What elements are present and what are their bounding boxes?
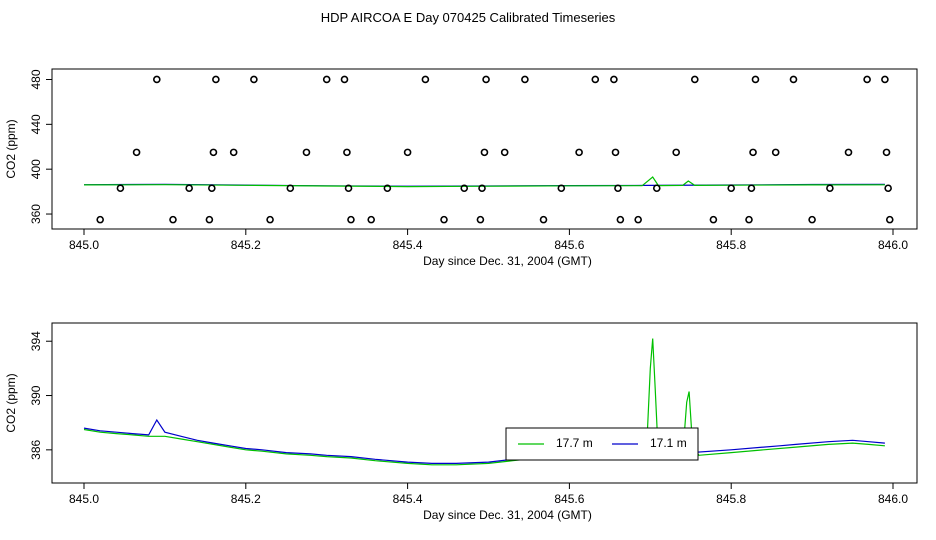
series-line-17-7-m	[83, 338, 885, 466]
data-point	[476, 215, 485, 224]
legend-label: 17.1 m	[650, 436, 687, 450]
x-tick-label: 845.6	[554, 238, 584, 252]
x-tick-label: 845.0	[69, 238, 99, 252]
x-tick-label: 845.2	[231, 492, 261, 506]
legend-label: 17.7 m	[556, 436, 593, 450]
data-point	[747, 184, 756, 193]
data-point	[383, 184, 392, 193]
y-tick-label: 394	[29, 331, 43, 351]
x-axis-label: Day since Dec. 31, 2004 (GMT)	[423, 254, 592, 268]
data-point	[808, 215, 816, 224]
data-point	[340, 75, 349, 84]
y-tick-label: 400	[29, 159, 43, 179]
data-point	[344, 184, 353, 193]
data-point	[652, 184, 661, 193]
data-point	[421, 75, 430, 84]
data-point	[672, 148, 680, 157]
y-tick-label: 390	[29, 385, 43, 405]
y-axis-label: CO2 (ppm)	[4, 373, 18, 432]
data-point	[250, 75, 258, 84]
y-tick-label: 480	[29, 69, 43, 89]
data-point	[709, 215, 718, 224]
data-point	[209, 148, 218, 157]
x-tick-label: 845.4	[393, 238, 423, 252]
data-point	[557, 184, 566, 193]
x-tick-label: 845.4	[393, 492, 423, 506]
data-point	[881, 75, 889, 84]
data-point	[169, 215, 177, 224]
data-point	[884, 184, 892, 193]
data-point	[844, 148, 853, 157]
data-point	[575, 148, 583, 157]
data-point	[229, 148, 238, 157]
x-tick-label: 845.8	[716, 238, 746, 252]
y-tick-label: 360	[29, 204, 43, 224]
data-point	[610, 75, 618, 84]
data-point	[403, 148, 412, 157]
data-point	[208, 184, 216, 193]
data-point	[153, 75, 161, 84]
chart-title: HDP AIRCOA E Day 070425 Calibrated Times…	[321, 10, 616, 25]
data-point	[185, 184, 193, 193]
series-line-17-1-m	[83, 418, 885, 464]
bottom-panel: 845.0 845.2 845.4 845.6 845.8 846.0 386 390 394 D…	[4, 322, 918, 522]
data-point	[863, 75, 871, 84]
data-point	[749, 148, 757, 157]
data-point	[614, 184, 622, 193]
data-point	[482, 75, 490, 84]
data-point	[616, 215, 625, 224]
data-point	[212, 75, 220, 84]
data-point	[885, 215, 894, 224]
x-tick-label: 846.0	[878, 492, 908, 506]
data-point	[611, 148, 620, 157]
plot-frame	[51, 322, 918, 484]
data-point	[727, 184, 736, 193]
data-point	[826, 184, 834, 193]
x-tick-label: 845.2	[231, 238, 261, 252]
data-point	[591, 75, 600, 84]
series-line-1	[83, 176, 885, 188]
data-point	[116, 184, 125, 193]
data-point	[460, 184, 469, 193]
data-point	[539, 215, 548, 224]
data-point	[480, 148, 489, 157]
data-point	[205, 215, 214, 224]
x-tick-label: 846.0	[878, 238, 908, 252]
data-point	[500, 148, 509, 157]
x-tick-label: 845.6	[554, 492, 584, 506]
data-point	[745, 215, 753, 224]
data-point	[266, 215, 274, 224]
x-tick-label: 845.8	[716, 492, 746, 506]
x-tick-label: 845.0	[69, 492, 99, 506]
plot-frame	[51, 68, 918, 230]
data-point	[343, 148, 351, 157]
data-point	[286, 184, 295, 193]
data-point	[634, 215, 642, 224]
data-point	[751, 75, 760, 84]
data-point	[690, 75, 699, 84]
data-point	[478, 184, 486, 193]
data-point	[96, 215, 104, 224]
data-point	[440, 215, 448, 224]
data-point	[521, 75, 529, 84]
top-panel: 845.0 845.2 845.4 845.6 845.8 846.0 360 400 440 4…	[4, 68, 918, 268]
data-point	[347, 215, 355, 224]
y-tick-label: 386	[29, 440, 43, 460]
data-point	[771, 148, 780, 157]
data-point	[882, 148, 891, 157]
data-point	[367, 215, 375, 224]
data-point	[132, 148, 141, 157]
data-point	[322, 75, 331, 84]
y-axis-label: CO2 (ppm)	[4, 119, 18, 178]
x-axis-label: Day since Dec. 31, 2004 (GMT)	[423, 508, 592, 522]
data-point	[302, 148, 311, 157]
y-tick-label: 440	[29, 114, 43, 134]
data-point	[789, 75, 798, 84]
